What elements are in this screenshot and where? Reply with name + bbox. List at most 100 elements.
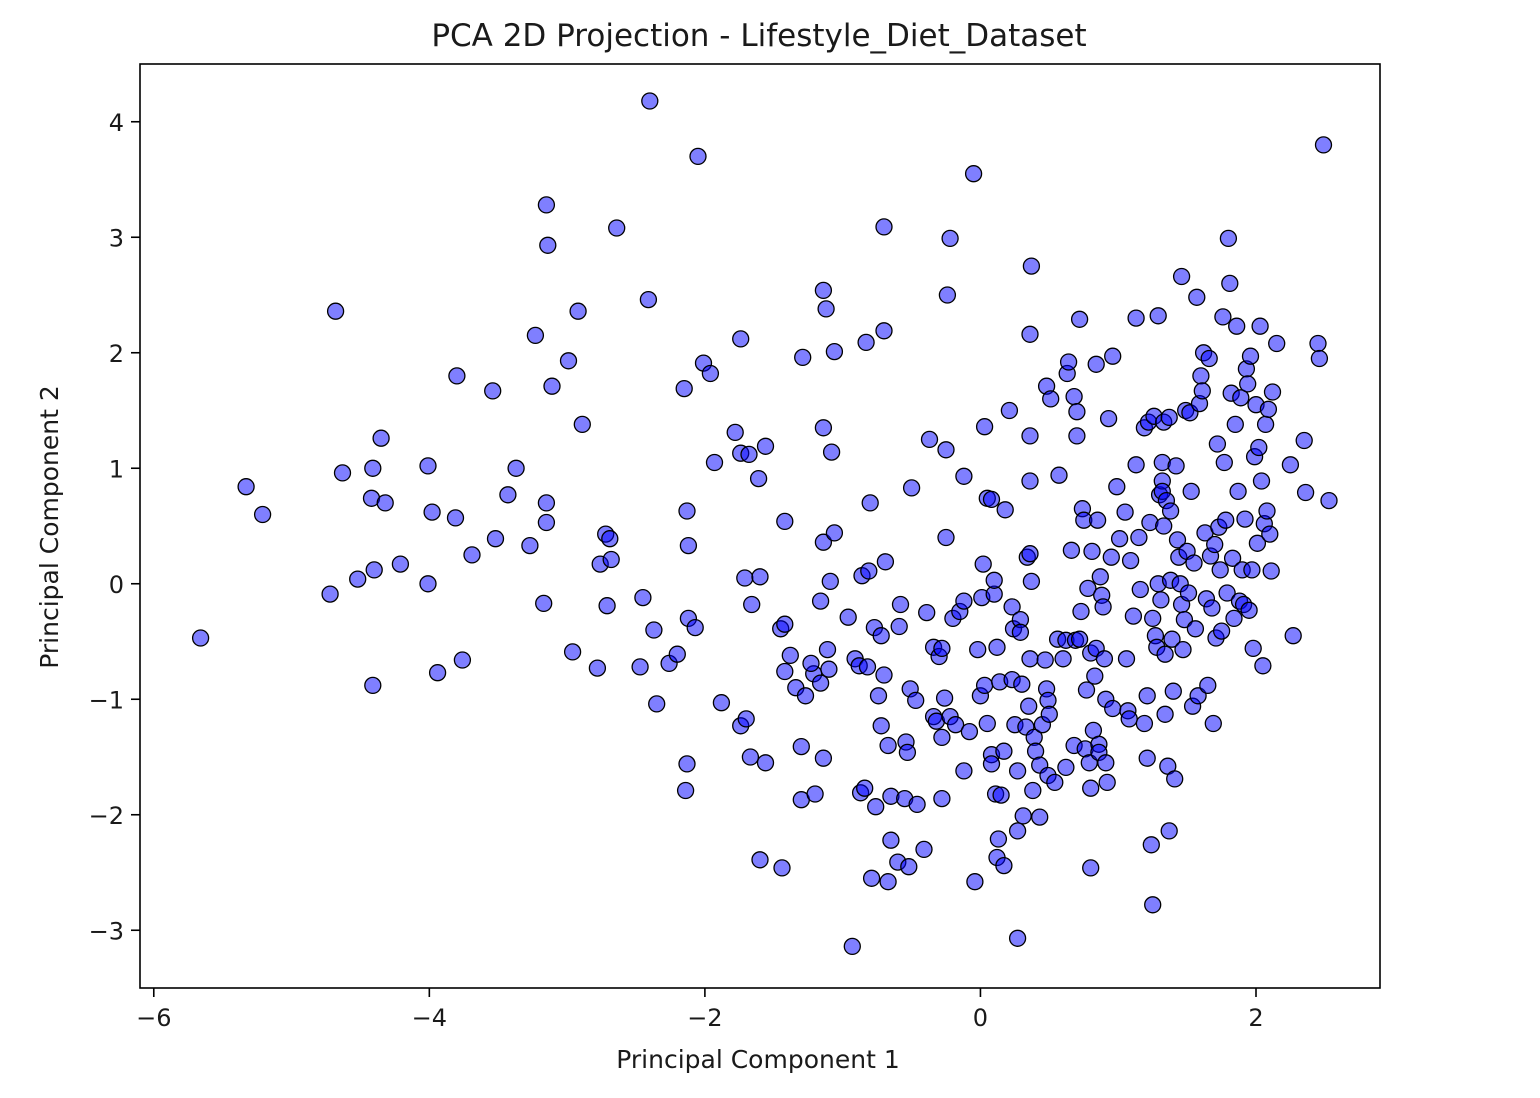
data-point (1160, 408, 1178, 427)
data-point (814, 419, 833, 437)
x-axis: −6 −4 −2 0 2 (136, 988, 1264, 1032)
plot-frame (139, 63, 1381, 989)
data-point (1252, 472, 1271, 490)
data-point (601, 530, 619, 548)
data-point (1042, 390, 1060, 408)
x-tick-label: −6 (136, 1004, 171, 1032)
data-point (1013, 675, 1031, 693)
data-point (1094, 598, 1112, 616)
data-point (732, 330, 750, 348)
data-point (1068, 427, 1086, 445)
data-point (1236, 510, 1254, 528)
data-point (705, 453, 724, 472)
data-point (1021, 427, 1039, 445)
data-point (814, 281, 833, 300)
data-point (781, 646, 799, 665)
data-point (811, 674, 830, 692)
data-point (737, 710, 755, 728)
data-point (915, 840, 933, 859)
data-point (820, 660, 838, 678)
data-point (1250, 438, 1268, 457)
data-point (960, 722, 979, 741)
data-point (985, 571, 1003, 589)
data-point (898, 743, 917, 762)
data-point (1138, 749, 1156, 767)
data-point (933, 639, 951, 658)
data-point (988, 638, 1006, 656)
data-point (1059, 353, 1078, 371)
data-point (969, 640, 987, 659)
data-point (1144, 609, 1162, 628)
data-point (1120, 710, 1138, 728)
data-point (1314, 136, 1333, 154)
data-point (776, 662, 794, 681)
x-tick-label: 2 (1248, 1004, 1263, 1032)
data-point (825, 342, 844, 361)
x-axis-label: Principal Component 1 (616, 1045, 899, 1074)
data-point (1284, 627, 1302, 645)
data-point (1228, 317, 1246, 335)
data-point (376, 494, 394, 512)
y-tick-label: −1 (89, 686, 124, 714)
y-tick-label: 0 (109, 571, 124, 599)
data-point (1212, 622, 1231, 640)
data-point (676, 781, 695, 800)
y-tick-label: 4 (109, 109, 124, 137)
data-point (1020, 697, 1038, 715)
data-point (419, 457, 437, 475)
data-point (743, 595, 761, 614)
data-point (860, 562, 878, 580)
data-point (876, 553, 895, 571)
data-point (448, 367, 466, 385)
data-point (484, 382, 502, 400)
data-point (678, 755, 696, 773)
data-point (938, 286, 957, 304)
data-point (463, 546, 481, 564)
data-point (995, 742, 1013, 760)
y-tick-label: 3 (109, 224, 124, 252)
data-point (821, 572, 839, 591)
data-point (1082, 779, 1100, 797)
data-point (891, 595, 910, 614)
data-point (1077, 681, 1096, 699)
data-point (372, 429, 390, 447)
data-point (1192, 367, 1210, 385)
data-point (858, 658, 877, 676)
data-point (1259, 400, 1278, 418)
y-tick-label: 2 (109, 340, 124, 368)
data-point (825, 524, 844, 542)
data-point (1008, 929, 1027, 947)
data-point (1079, 579, 1097, 598)
data-point (507, 459, 525, 477)
data-point (1203, 599, 1221, 617)
data-point (1219, 229, 1238, 248)
data-point (935, 689, 954, 707)
data-point (526, 326, 545, 345)
data-point (1124, 607, 1143, 625)
data-point (796, 687, 815, 705)
data-point (1130, 528, 1148, 547)
data-point (882, 831, 900, 849)
data-point (701, 364, 720, 383)
data-point (1186, 620, 1205, 638)
data-point (875, 218, 893, 236)
data-point (1108, 478, 1126, 496)
data-point (365, 561, 383, 579)
data-point (1031, 808, 1049, 826)
data-point (856, 779, 874, 797)
data-point (1022, 257, 1041, 275)
data-point (1127, 456, 1145, 474)
data-point (634, 588, 652, 607)
data-point (423, 503, 441, 521)
data-point (1211, 561, 1229, 579)
data-point (751, 568, 769, 586)
data-point (191, 629, 210, 647)
data-point (1182, 482, 1200, 501)
data-point (1102, 548, 1120, 566)
data-point (1204, 714, 1222, 733)
data-point (645, 621, 663, 639)
data-point (1022, 572, 1041, 591)
data-point (749, 469, 768, 488)
data-point (679, 536, 698, 555)
